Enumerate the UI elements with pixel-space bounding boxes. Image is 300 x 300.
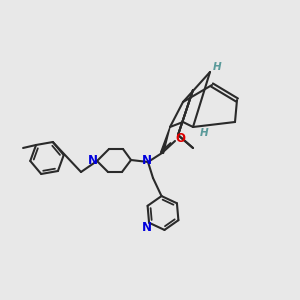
Text: N: N [142,221,152,234]
Text: H: H [213,62,221,72]
Polygon shape [160,127,170,153]
Text: O: O [175,133,185,146]
Text: N: N [142,154,152,167]
Text: H: H [200,128,208,138]
Text: N: N [88,154,98,166]
